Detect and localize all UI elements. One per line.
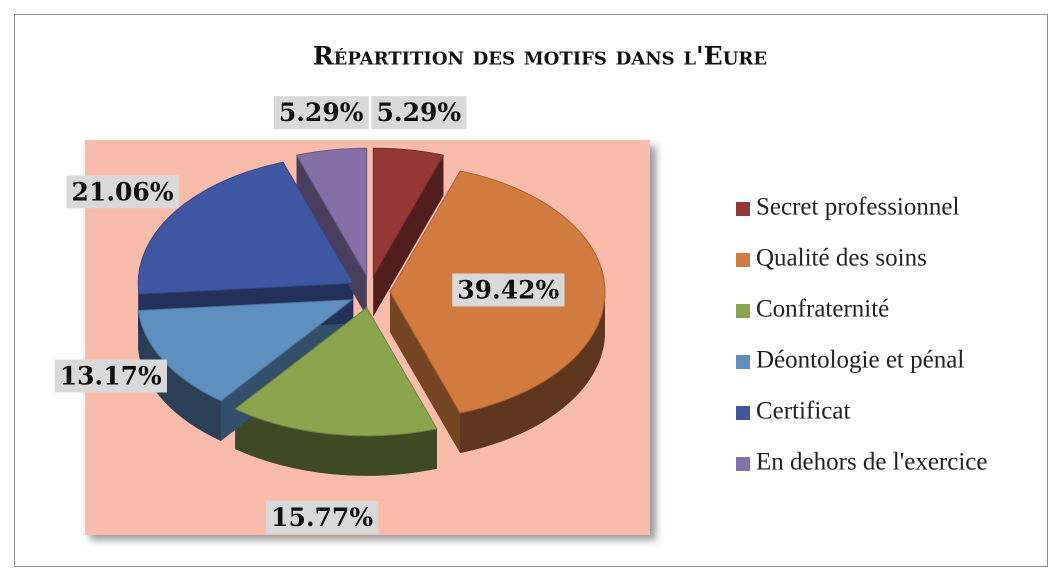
- data-label-box: [266, 500, 379, 534]
- data-label: 5.29%: [279, 98, 364, 127]
- data-label-box: [54, 359, 167, 393]
- slice: [137, 161, 355, 295]
- slice: [372, 147, 445, 279]
- slice-wall: [373, 155, 444, 317]
- data-label-box: [273, 96, 369, 130]
- legend-swatch: [736, 202, 750, 216]
- legend-label: Certificat: [756, 398, 850, 425]
- data-label: 5.29%: [377, 98, 462, 127]
- legend-label: Qualité des soins: [756, 245, 927, 272]
- slice-wall: [390, 292, 461, 453]
- legend-swatch: [736, 355, 750, 369]
- legend-swatch: [736, 253, 750, 267]
- data-label-box: [371, 96, 467, 130]
- legend-label: Confraternité: [756, 296, 889, 323]
- legend-label: Secret professionnel: [756, 194, 959, 221]
- legend-label: En dehors de l'exercice: [756, 449, 987, 476]
- data-label: 13.17%: [60, 361, 162, 390]
- legend-swatch: [736, 406, 750, 420]
- legend-label: Déontologie et pénal: [756, 347, 964, 374]
- slice: [234, 307, 438, 437]
- legend-swatch: [736, 304, 750, 318]
- data-label-box: [452, 273, 565, 307]
- data-label: 39.42%: [457, 276, 559, 305]
- data-label-box: [66, 175, 179, 209]
- data-label: 15.77%: [271, 503, 373, 532]
- slice-side: [138, 283, 140, 335]
- slice-side: [138, 310, 221, 441]
- data-label: 21.06%: [72, 177, 174, 206]
- slice: [295, 147, 368, 279]
- slice-side: [235, 409, 437, 476]
- legend-swatch: [736, 457, 750, 471]
- chart-title: Répartition des motifs dans l'Eure: [313, 42, 767, 71]
- slice-side: [460, 292, 605, 453]
